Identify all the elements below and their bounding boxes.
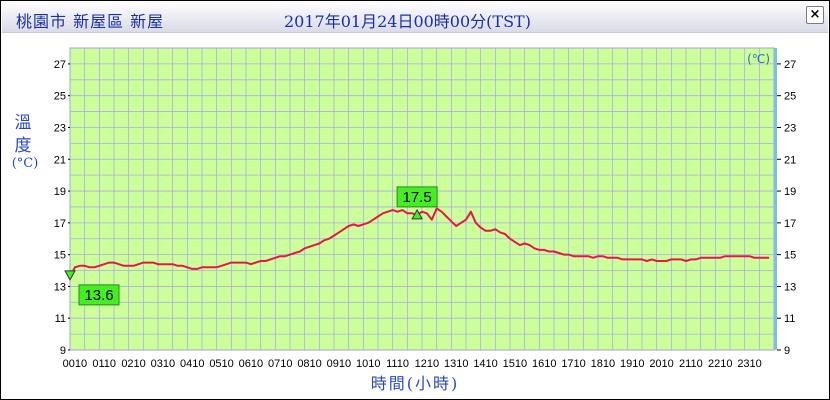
y-tick-label-left: 27 — [54, 59, 66, 71]
x-tick-label: 1510 — [503, 358, 527, 370]
y-tick-label-right: 21 — [784, 154, 796, 166]
close-button[interactable]: × — [806, 6, 824, 24]
min-label-box — [78, 284, 120, 306]
x-tick-label: 1210 — [415, 358, 439, 370]
x-tick-label: 2010 — [649, 358, 673, 370]
y-tick-label-right: 23 — [784, 122, 796, 134]
timestamp: 2017年01月24日00時00分(TST) — [284, 12, 531, 31]
y-tick-label-left: 21 — [54, 154, 66, 166]
y-tick-label-left: 25 — [54, 91, 66, 103]
y-axis-unit: (°C) — [11, 156, 39, 171]
y-tick-label-right: 19 — [784, 186, 796, 198]
x-tick-label: 1010 — [356, 358, 380, 370]
x-tick-label: 1610 — [532, 358, 556, 370]
x-tick-label: 0710 — [268, 358, 292, 370]
x-tick-label: 0110 — [92, 358, 116, 370]
y-tick-label-right: 15 — [784, 250, 796, 262]
y-tick-label-left: 19 — [54, 186, 66, 198]
max-label: 17.5 — [403, 189, 432, 206]
x-tick-label: 1110 — [386, 358, 409, 370]
x-tick-label: 1910 — [620, 358, 644, 370]
x-tick-label: 2310 — [737, 358, 761, 370]
y-tick-label-left: 13 — [54, 281, 66, 293]
x-tick-label: 1810 — [591, 358, 615, 370]
x-tick-label: 1310 — [444, 358, 468, 370]
x-tick-label: 1710 — [561, 358, 585, 370]
station-name: 桃園市 新屋區 新屋 — [16, 12, 165, 31]
x-tick-label: 0810 — [297, 358, 321, 370]
x-tick-label: 0210 — [121, 358, 145, 370]
x-tick-label: 0910 — [327, 358, 351, 370]
max-label-box — [396, 186, 438, 208]
x-tick-label: 0610 — [239, 358, 263, 370]
y-tick-label-left: 23 — [54, 122, 66, 134]
x-tick-label: 0010 — [63, 358, 87, 370]
y-tick-label-left: 11 — [55, 313, 66, 325]
y-tick-label-right: 13 — [784, 281, 796, 293]
x-axis-label: 時間(小時) — [370, 374, 460, 393]
y-axis-label-char-2: 度 — [14, 136, 32, 156]
x-tick-label: 2110 — [679, 358, 703, 370]
max-marker-triangle — [411, 208, 423, 220]
x-tick-label: 0410 — [180, 358, 204, 370]
x-tick-label: 0310 — [151, 358, 175, 370]
right-scroll-strip — [774, 48, 777, 350]
title-bar: 桃園市 新屋區 新屋 2017年01月24日00時00分(TST) × — [2, 2, 828, 33]
y-tick-label-right: 27 — [784, 59, 796, 71]
right-axis-unit-label: (℃) — [747, 52, 770, 66]
y-tick-label-right: 17 — [784, 218, 796, 230]
y-tick-label-right: 11 — [784, 313, 795, 325]
y-tick-label-right: 9 — [784, 345, 790, 357]
y-axis-label-char-1: 溫 — [14, 113, 32, 133]
x-tick-label: 2210 — [708, 358, 732, 370]
y-tick-label-right: 25 — [784, 91, 796, 103]
y-tick-label-left: 9 — [60, 345, 66, 357]
x-tick-label: 0510 — [209, 358, 233, 370]
min-marker-triangle — [64, 270, 76, 281]
x-tick-label: 1410 — [473, 358, 497, 370]
min-label: 13.6 — [84, 287, 113, 304]
y-tick-label-left: 17 — [54, 218, 66, 230]
y-tick-label-left: 15 — [54, 250, 66, 262]
